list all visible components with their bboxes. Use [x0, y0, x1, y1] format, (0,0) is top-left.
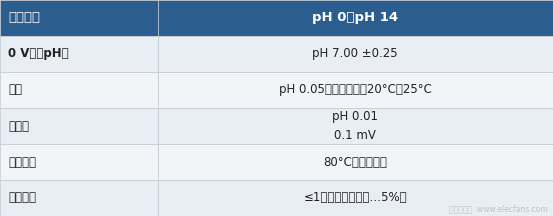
Text: ≤1秒（达到最终值…5%）: ≤1秒（达到最终值…5%） [304, 192, 407, 205]
Bar [0, 0, 158, 36]
Text: 测量范围: 测量范围 [8, 11, 40, 24]
Text: 精度: 精度 [8, 84, 22, 97]
Text: pH 0至pH 14: pH 0至pH 14 [312, 11, 398, 24]
Text: 分辨率: 分辨率 [8, 119, 29, 132]
Bar [0, 36, 158, 72]
Text: pH 0.05，温度范围：20°C至25°C: pH 0.05，温度范围：20°C至25°C [279, 84, 432, 97]
Bar [158, 72, 553, 108]
Bar [0, 144, 158, 180]
Bar [0, 180, 158, 216]
Text: pH 0.01
0.1 mV: pH 0.01 0.1 mV [332, 110, 378, 142]
Text: pH 7.00 ±0.25: pH 7.00 ±0.25 [312, 48, 398, 60]
Text: 电子发烧友  www.elecfans.com: 电子发烧友 www.elecfans.com [448, 205, 547, 214]
Bar [0, 108, 158, 144]
Bar [158, 36, 553, 72]
Text: 工作温度: 工作温度 [8, 156, 36, 168]
Bar [0, 72, 158, 108]
Text: 80°C（最大值）: 80°C（最大值） [324, 156, 387, 168]
Bar [158, 0, 553, 36]
Text: 反应时间: 反应时间 [8, 192, 36, 205]
Bar [158, 180, 553, 216]
Text: 0 V时的pH值: 0 V时的pH值 [8, 48, 69, 60]
Bar [158, 144, 553, 180]
Bar [158, 108, 553, 144]
